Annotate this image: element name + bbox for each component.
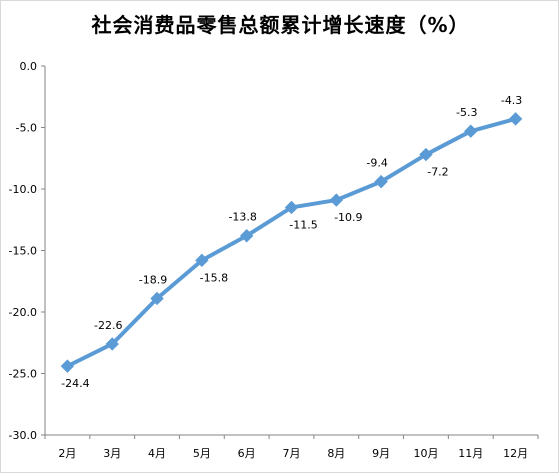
series-line — [66, 116, 517, 368]
data-label: -5.3 — [456, 106, 477, 119]
y-tick-label: -20.0 — [9, 306, 37, 319]
data-point-marker — [374, 174, 388, 189]
x-tick-label: 5月 — [193, 447, 211, 460]
x-tick-label: 4月 — [148, 447, 166, 460]
data-point-marker — [419, 147, 433, 162]
x-tick-label: 8月 — [327, 447, 345, 460]
data-point-marker — [150, 291, 164, 306]
y-tick-label: -30.0 — [9, 429, 37, 442]
data-label: -24.4 — [61, 377, 89, 390]
data-label: -13.8 — [228, 211, 256, 224]
data-point-marker — [60, 359, 75, 373]
data-point-marker — [239, 229, 254, 243]
x-tick-label: 12月 — [503, 447, 528, 460]
x-tick-label: 7月 — [283, 447, 301, 460]
y-tick-label: 0.0 — [20, 60, 38, 73]
data-point-marker — [508, 112, 523, 126]
data-label: -18.9 — [139, 273, 167, 286]
data-label: -15.8 — [200, 271, 228, 284]
data-label: -9.4 — [366, 157, 387, 170]
data-label: -4.3 — [501, 94, 522, 107]
data-point-marker — [464, 124, 478, 138]
data-label: -10.9 — [334, 211, 362, 224]
y-tick-label: -10.0 — [9, 183, 37, 196]
x-tick-label: 9月 — [372, 447, 390, 460]
data-label: -7.2 — [427, 166, 448, 179]
data-point-marker — [105, 337, 119, 351]
data-label: -11.5 — [289, 218, 317, 231]
y-tick-label: -5.0 — [16, 122, 37, 135]
data-label: -22.6 — [94, 319, 122, 332]
x-tick-label: 10月 — [413, 447, 438, 460]
data-point-marker — [284, 200, 299, 215]
x-tick-label: 11月 — [458, 447, 483, 460]
x-tick-label: 6月 — [238, 447, 256, 460]
y-tick-label: -25.0 — [9, 368, 37, 381]
data-point-marker — [329, 193, 344, 207]
data-point-marker — [195, 253, 209, 268]
x-tick-label: 3月 — [103, 447, 121, 460]
y-tick-label: -15.0 — [9, 245, 37, 258]
x-tick-label: 2月 — [58, 447, 76, 460]
chart-title: 社会消费品零售总额累计增长速度（%） — [91, 13, 470, 37]
